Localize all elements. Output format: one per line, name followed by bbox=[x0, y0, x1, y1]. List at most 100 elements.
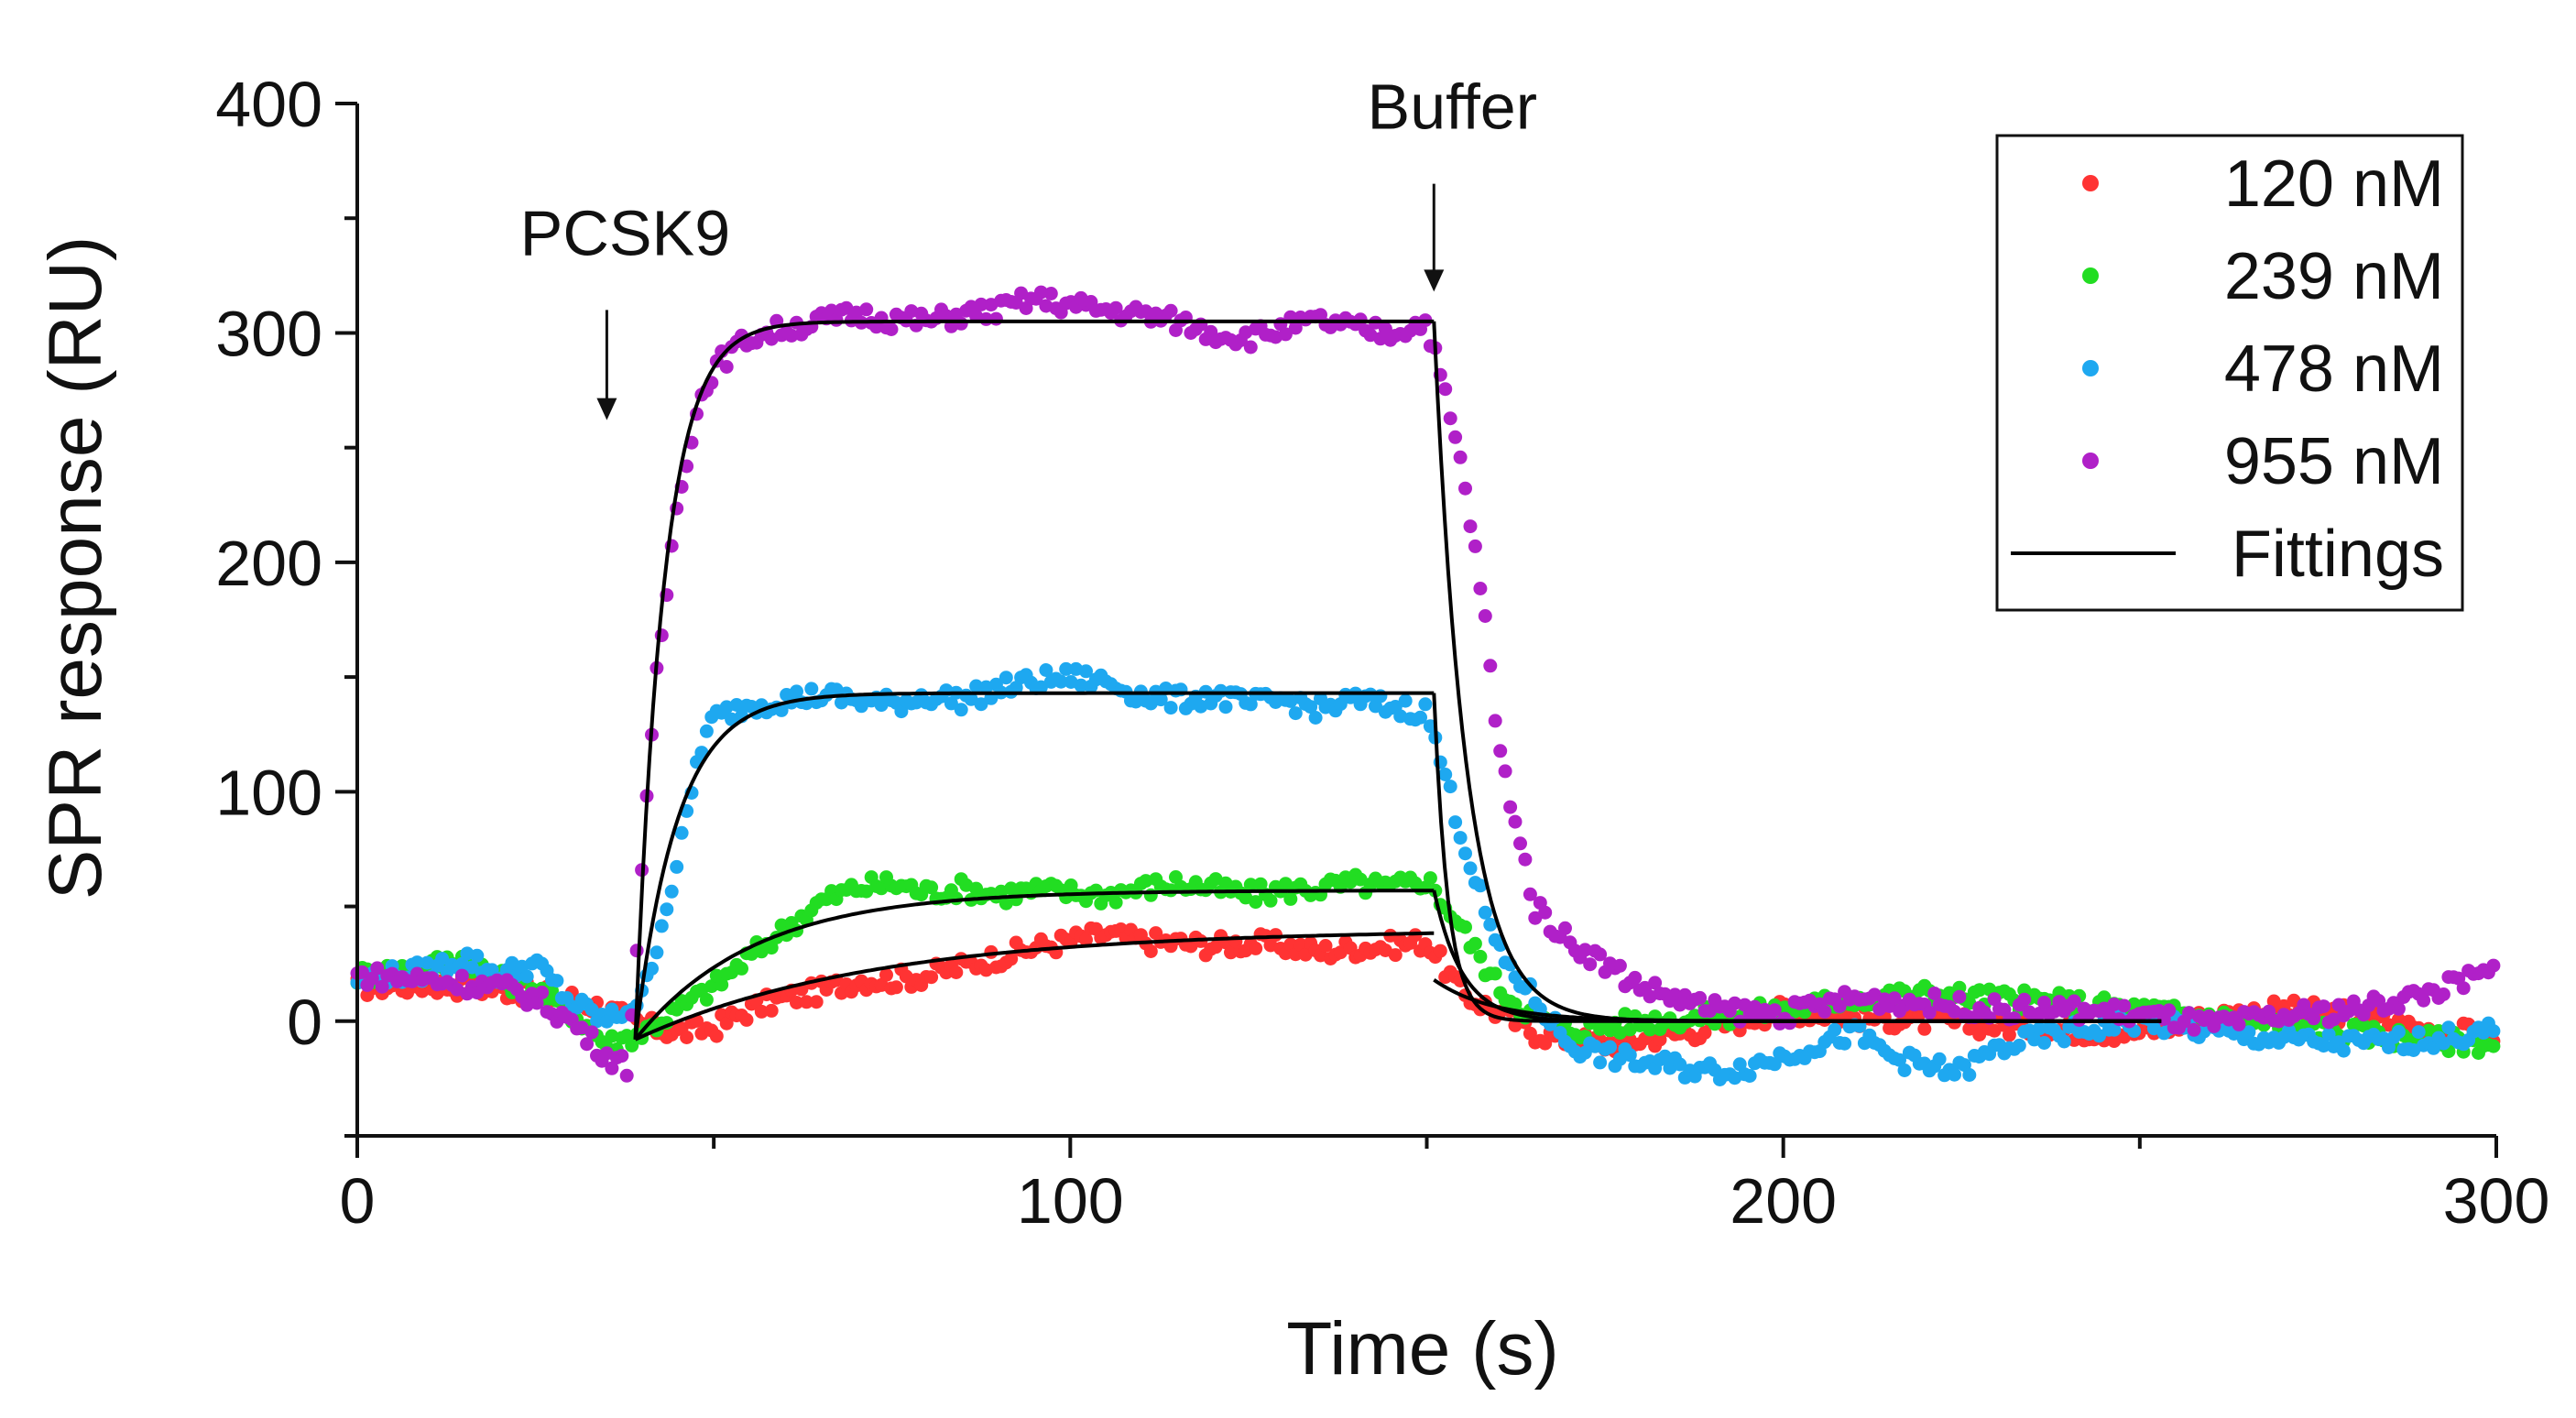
data-point bbox=[1033, 285, 1048, 300]
legend-marker bbox=[2082, 175, 2099, 191]
arrowhead-buffer bbox=[1424, 269, 1445, 292]
data-point bbox=[2007, 1011, 2022, 1026]
data-point bbox=[2331, 998, 2346, 1012]
data-point bbox=[1318, 939, 1333, 953]
data-point bbox=[2356, 1019, 2371, 1033]
data-point bbox=[790, 684, 803, 699]
data-point bbox=[2486, 1039, 2501, 1053]
data-point bbox=[1398, 693, 1413, 708]
legend-label: Fittings bbox=[2232, 518, 2444, 591]
data-point bbox=[1887, 991, 1902, 1006]
data-point bbox=[2162, 1003, 2177, 1018]
data-point bbox=[670, 859, 684, 874]
data-point bbox=[894, 704, 909, 719]
data-point bbox=[1438, 768, 1453, 781]
data-point bbox=[1493, 744, 1508, 758]
data-point bbox=[1593, 1055, 1608, 1070]
y-tick-label: 200 bbox=[215, 528, 322, 599]
data-point bbox=[1443, 780, 1457, 794]
data-point bbox=[1468, 539, 1482, 553]
data-point bbox=[1962, 1068, 1977, 1082]
data-point bbox=[1673, 1057, 1687, 1072]
data-point bbox=[1538, 1036, 1553, 1051]
legend-box bbox=[1995, 134, 2464, 612]
data-point bbox=[649, 945, 664, 960]
data-point bbox=[2411, 1025, 2426, 1040]
data-point bbox=[1079, 664, 1093, 679]
data-point bbox=[1972, 983, 1987, 998]
data-point bbox=[1243, 878, 1258, 892]
data-point bbox=[969, 679, 984, 693]
data-point bbox=[1742, 1069, 1757, 1083]
data-point bbox=[1927, 987, 1942, 1000]
data-point bbox=[580, 1037, 595, 1052]
data-point bbox=[1468, 936, 1482, 951]
data-point bbox=[1483, 659, 1498, 673]
data-point bbox=[674, 825, 689, 840]
data-point bbox=[2436, 987, 2450, 1001]
data-point bbox=[584, 1025, 599, 1040]
data-point bbox=[974, 297, 988, 311]
data-point bbox=[2032, 1021, 2047, 1036]
data-point bbox=[1828, 1022, 1842, 1037]
data-point bbox=[654, 919, 669, 933]
data-point bbox=[739, 1012, 754, 1027]
data-point bbox=[1643, 1022, 1657, 1037]
data-point bbox=[1418, 697, 1433, 712]
data-point bbox=[1043, 287, 1058, 300]
data-point bbox=[1453, 831, 1468, 845]
data-point bbox=[550, 974, 564, 988]
data-point bbox=[454, 968, 469, 983]
data-point bbox=[2341, 1004, 2356, 1019]
data-point bbox=[1893, 1053, 1906, 1067]
data-point bbox=[2441, 1020, 2456, 1035]
data-point bbox=[1458, 846, 1472, 861]
data-point bbox=[1628, 970, 1643, 985]
data-point bbox=[719, 1016, 734, 1031]
data-point bbox=[1488, 714, 1502, 728]
data-point bbox=[1767, 1003, 1782, 1018]
x-tick-label: 200 bbox=[1730, 1165, 1837, 1237]
data-point bbox=[664, 884, 679, 899]
data-point bbox=[1577, 943, 1592, 957]
data-point bbox=[949, 965, 964, 979]
data-point bbox=[1108, 895, 1123, 910]
data-point bbox=[2037, 996, 2051, 1009]
data-point bbox=[2187, 1022, 2201, 1037]
legend-marker bbox=[2082, 267, 2099, 284]
data-point bbox=[1163, 303, 1178, 318]
data-point bbox=[1243, 340, 1258, 354]
data-point bbox=[1952, 989, 1967, 1004]
fit-association-120-nM bbox=[634, 931, 1435, 1042]
data-point bbox=[1308, 711, 1323, 725]
data-point bbox=[1288, 321, 1303, 335]
data-point bbox=[1483, 917, 1498, 932]
data-point bbox=[1443, 411, 1457, 426]
data-point bbox=[1478, 905, 1492, 920]
data-point bbox=[1269, 928, 1283, 943]
data-point bbox=[1473, 949, 1488, 964]
data-point bbox=[1463, 861, 1478, 876]
data-point bbox=[1004, 881, 1019, 896]
x-axis-title: Time (s) bbox=[1286, 1307, 1559, 1391]
data-point bbox=[799, 995, 813, 1009]
fit-dissociation-955-nM bbox=[1432, 321, 2162, 1023]
data-point bbox=[1693, 990, 1708, 1005]
x-tick-label: 0 bbox=[340, 1165, 376, 1237]
data-point bbox=[1538, 905, 1553, 920]
data-point bbox=[2321, 1027, 2336, 1042]
legend-label: 239 nM bbox=[2224, 240, 2444, 313]
legend: 120 nM 239 nM 478 nM 955 nM Fittings bbox=[1995, 134, 2464, 612]
data-point bbox=[529, 996, 544, 1010]
data-point bbox=[1224, 945, 1238, 960]
data-point bbox=[1053, 674, 1068, 689]
data-point bbox=[719, 360, 734, 374]
data-point bbox=[1897, 1064, 1912, 1077]
data-point bbox=[1249, 941, 1263, 955]
fit-association-478-nM bbox=[633, 691, 1435, 1041]
data-point bbox=[365, 971, 379, 986]
data-point bbox=[660, 902, 674, 917]
data-point bbox=[1488, 966, 1502, 981]
data-point bbox=[879, 967, 893, 982]
data-point bbox=[605, 1061, 619, 1075]
